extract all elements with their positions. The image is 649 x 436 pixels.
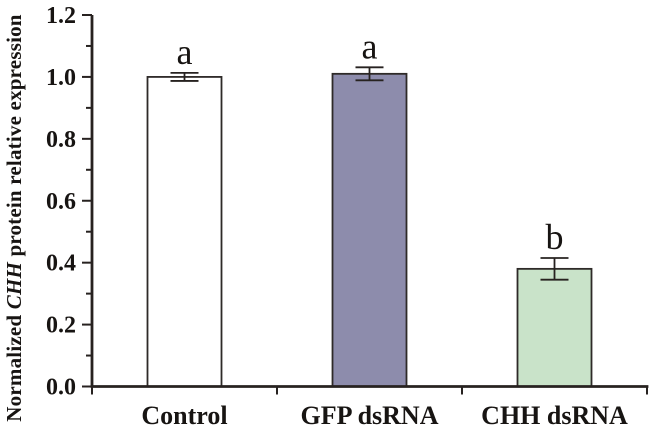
bar-gfp-dsrna bbox=[331, 72, 408, 388]
sig-letter-chh-dsrna: b bbox=[546, 217, 564, 257]
sig-letter-control: a bbox=[177, 32, 193, 72]
y-tick-label-0.4: 0.4 bbox=[46, 251, 76, 277]
x-category-label-control: Control bbox=[141, 401, 227, 430]
y-tick-label-0.8: 0.8 bbox=[46, 127, 76, 153]
bar-control bbox=[146, 76, 223, 388]
y-axis-label: Normalized CHH protein relative expressi… bbox=[0, 0, 29, 436]
y-axis-label-prefix: Normalized bbox=[2, 309, 26, 422]
y-tick-label-0.0: 0.0 bbox=[46, 375, 76, 401]
y-tick-label-0.6: 0.6 bbox=[46, 189, 76, 215]
y-axis-label-suffix: protein relative expression bbox=[2, 14, 26, 262]
x-category-label-gfp-dsrna: GFP dsRNA bbox=[301, 401, 439, 430]
sig-letter-gfp-dsrna: a bbox=[362, 26, 378, 66]
y-tick-label-1.0: 1.0 bbox=[46, 65, 76, 91]
y-tick-label-0.2: 0.2 bbox=[46, 313, 76, 339]
y-tick-label-1.2: 1.2 bbox=[46, 3, 76, 29]
bar-chh-dsrna bbox=[516, 267, 593, 388]
x-category-label-chh-dsrna: CHH dsRNA bbox=[481, 401, 628, 430]
y-axis-label-gene: CHH bbox=[2, 261, 26, 310]
